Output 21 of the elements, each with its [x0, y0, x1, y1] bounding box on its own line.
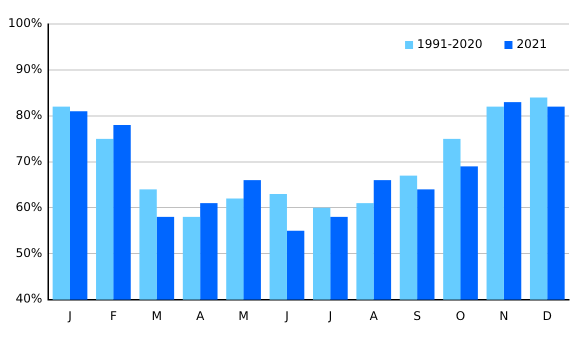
y-tick-label: 60%: [16, 200, 42, 214]
x-tick-label: A: [196, 308, 206, 323]
y-tick-label: 90%: [16, 62, 42, 76]
x-tick-label: S: [413, 308, 421, 323]
x-tick-label: J: [284, 308, 289, 323]
x-tick-label: O: [456, 308, 466, 323]
legend-label: 1991-2020: [417, 37, 482, 52]
y-tick-label: 100%: [8, 16, 42, 30]
x-tick-label: J: [67, 308, 72, 323]
y-tick-label: 40%: [16, 292, 42, 306]
x-tick-label: N: [499, 308, 508, 323]
x-tick-label: D: [542, 308, 552, 323]
x-tick-label: M: [152, 308, 162, 323]
y-tick-label: 50%: [16, 246, 42, 260]
x-tick-label: M: [238, 308, 249, 323]
x-tick-label: A: [370, 308, 379, 323]
y-tick-label: 70%: [16, 154, 42, 168]
legend-label: 2021: [516, 37, 548, 52]
x-tick-label: F: [110, 308, 117, 323]
x-tick-label: J: [328, 308, 332, 323]
y-tick-label: 80%: [16, 108, 42, 122]
